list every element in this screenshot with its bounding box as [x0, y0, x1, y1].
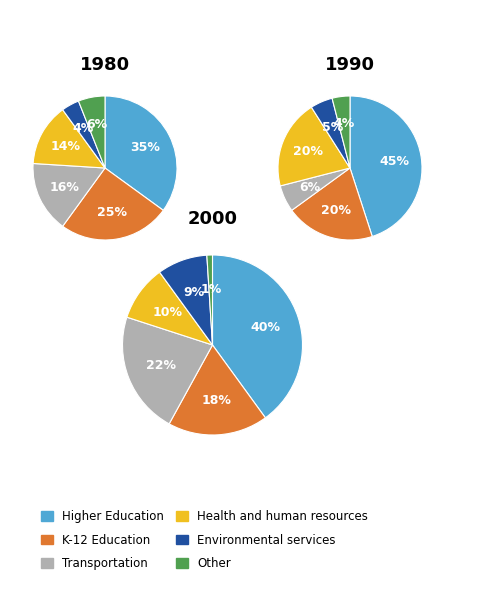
- Wedge shape: [280, 168, 350, 211]
- Wedge shape: [292, 168, 372, 240]
- Text: 10%: 10%: [152, 306, 182, 319]
- Text: 9%: 9%: [183, 286, 204, 299]
- Wedge shape: [127, 272, 212, 345]
- Text: 4%: 4%: [73, 122, 94, 136]
- Legend: Higher Education, K-12 Education, Transportation, Health and human resources, En: Higher Education, K-12 Education, Transp…: [35, 504, 374, 576]
- Text: 14%: 14%: [51, 140, 81, 153]
- Wedge shape: [33, 163, 105, 226]
- Wedge shape: [62, 101, 105, 168]
- Title: 1990: 1990: [325, 56, 375, 74]
- Wedge shape: [312, 98, 350, 168]
- Wedge shape: [169, 345, 266, 435]
- Wedge shape: [207, 255, 212, 345]
- Wedge shape: [332, 96, 350, 168]
- Text: 45%: 45%: [379, 155, 409, 167]
- Text: 25%: 25%: [97, 206, 127, 218]
- Text: 6%: 6%: [299, 181, 320, 194]
- Text: 40%: 40%: [250, 321, 280, 334]
- Text: 35%: 35%: [130, 141, 160, 154]
- Text: 6%: 6%: [86, 118, 107, 131]
- Wedge shape: [212, 255, 302, 418]
- Wedge shape: [33, 110, 105, 168]
- Wedge shape: [122, 317, 212, 424]
- Title: 2000: 2000: [188, 210, 238, 228]
- Text: 20%: 20%: [294, 145, 324, 158]
- Wedge shape: [160, 255, 212, 345]
- Text: 16%: 16%: [50, 181, 80, 194]
- Wedge shape: [78, 96, 105, 168]
- Text: 20%: 20%: [321, 204, 351, 217]
- Text: 5%: 5%: [322, 121, 343, 134]
- Wedge shape: [105, 96, 177, 211]
- Wedge shape: [278, 107, 350, 186]
- Text: 4%: 4%: [334, 117, 355, 130]
- Text: 18%: 18%: [201, 394, 231, 407]
- Wedge shape: [62, 168, 163, 240]
- Title: 1980: 1980: [80, 56, 130, 74]
- Text: 1%: 1%: [200, 283, 222, 296]
- Wedge shape: [350, 96, 422, 236]
- Text: 22%: 22%: [146, 359, 176, 372]
